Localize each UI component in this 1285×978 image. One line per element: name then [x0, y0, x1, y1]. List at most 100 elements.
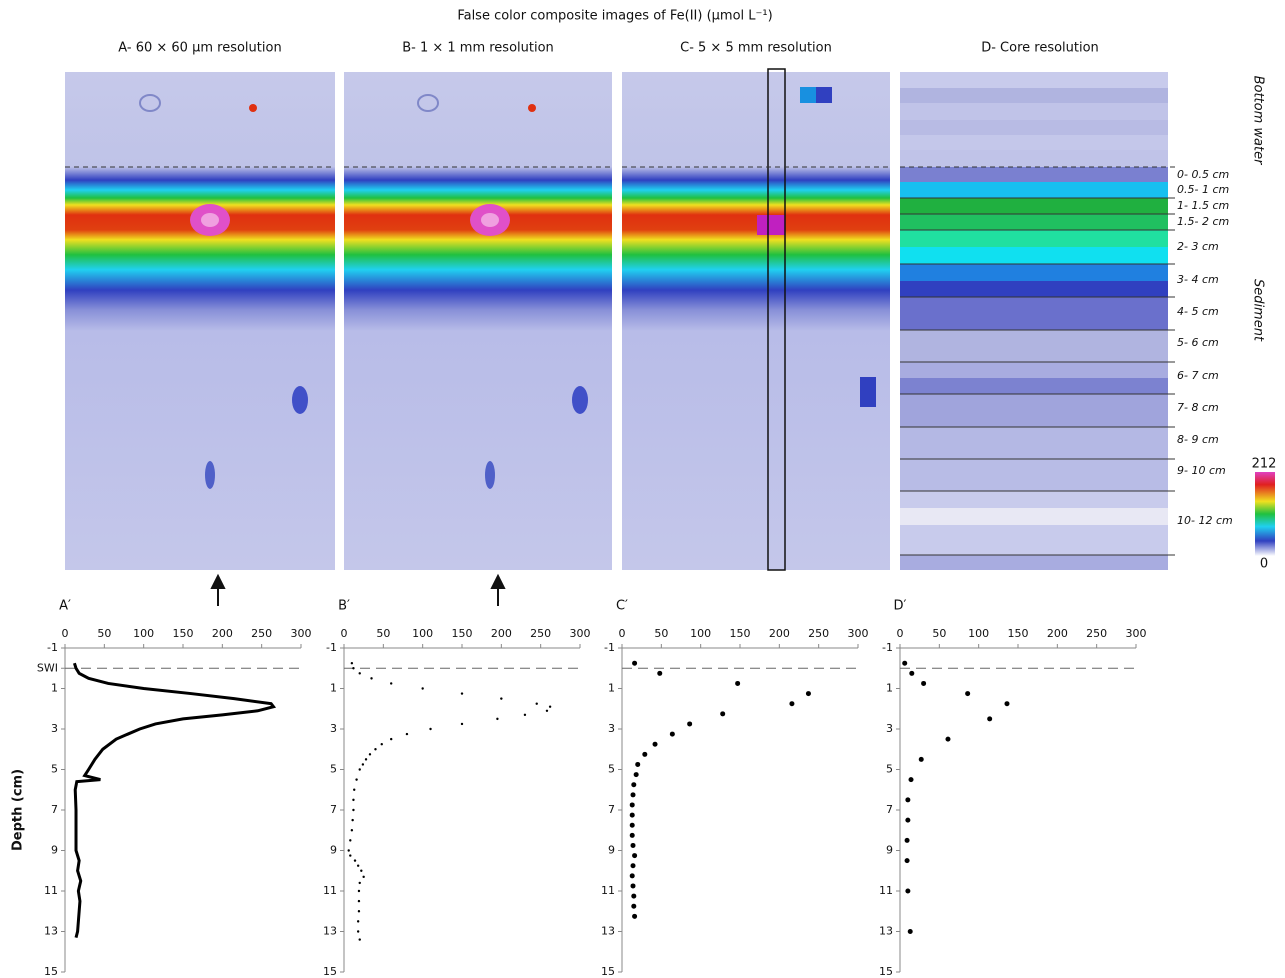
profile-point	[735, 680, 741, 686]
panel-label: A′	[59, 599, 71, 614]
profile-point	[358, 881, 361, 885]
y-tick-label: 1	[330, 682, 337, 695]
core-band	[900, 427, 1168, 459]
depth-interval: 1- 1.5 cm	[1177, 199, 1229, 212]
y-tick-label: 3	[330, 722, 337, 735]
profile-point	[350, 829, 354, 832]
depth-interval: 9- 10 cm	[1177, 464, 1226, 477]
core-band	[900, 88, 1168, 103]
core-band	[900, 198, 1168, 214]
x-tick-label: 100	[412, 627, 433, 640]
profile-point	[805, 691, 811, 697]
x-tick-label: 50	[97, 627, 111, 640]
x-tick-label: 150	[173, 627, 194, 640]
x-tick-label: 50	[654, 627, 668, 640]
y-tick-label: 5	[608, 763, 615, 776]
profile-point	[352, 667, 355, 670]
core-band	[900, 362, 1168, 378]
profile-point	[902, 660, 908, 666]
x-tick-label: 300	[848, 627, 869, 640]
y-tick-label: 11	[44, 884, 58, 897]
core-band	[900, 378, 1168, 394]
profile-point	[904, 837, 910, 843]
profile-point	[353, 859, 357, 862]
profile-point	[349, 854, 352, 857]
y-tick-label: 13	[44, 925, 58, 938]
y-tick-label: 15	[601, 965, 615, 978]
profile-point	[390, 737, 393, 741]
x-tick-label: 0	[341, 627, 348, 640]
y-tick-label: 7	[608, 803, 615, 816]
core-band	[900, 167, 1168, 182]
profile-point	[357, 899, 361, 903]
profile-point	[358, 672, 361, 675]
y-tick-label: 5	[330, 763, 337, 776]
colorbar-min: 0	[1260, 557, 1268, 572]
profile-point	[545, 709, 549, 712]
y-tick-label: 9	[51, 844, 58, 857]
y-tick-label: -1	[882, 641, 893, 654]
colorbar-max: 212	[1252, 457, 1277, 472]
panel-label: B′	[338, 599, 350, 614]
depth-interval: 3- 4 cm	[1177, 273, 1219, 286]
y-tick-label: 7	[330, 803, 337, 816]
side-label: Bottom water	[1251, 76, 1266, 167]
profile-point	[669, 731, 675, 737]
profile-point	[631, 903, 637, 909]
profile-point	[630, 863, 636, 869]
profile-point	[523, 713, 527, 717]
figure-title: False color composite images of Fe(II) (…	[457, 9, 772, 24]
image-title: B- 1 × 1 mm resolution	[402, 41, 554, 56]
x-tick-label: 250	[251, 627, 272, 640]
core-band	[900, 120, 1168, 135]
x-tick-label: 0	[897, 627, 904, 640]
profile-point	[374, 748, 377, 751]
x-tick-label: 200	[1047, 627, 1068, 640]
core-band	[900, 525, 1168, 555]
profile-point	[360, 869, 363, 872]
profile-point	[460, 692, 464, 695]
depth-interval: 0.5- 1 cm	[1177, 183, 1229, 196]
y-tick-label: 1	[886, 682, 893, 695]
profile-point	[918, 756, 924, 762]
x-tick-label: 50	[932, 627, 946, 640]
profile-point	[907, 929, 913, 934]
x-tick-label: 200	[491, 627, 512, 640]
y-tick-label: -1	[326, 641, 337, 654]
profile-point	[642, 751, 648, 757]
x-tick-label: 200	[212, 627, 233, 640]
y-tick-label: SWI	[37, 661, 58, 674]
core-band	[900, 459, 1168, 491]
core-band	[900, 508, 1168, 525]
y-tick-label: 11	[879, 884, 893, 897]
y-tick-label: 5	[51, 763, 58, 776]
profile-point	[631, 893, 637, 899]
y-tick-label: 11	[323, 884, 337, 897]
y-tick-label: 1	[51, 682, 58, 695]
image-d	[900, 72, 1175, 570]
image-title: D- Core resolution	[981, 41, 1099, 56]
side-label: Sediment	[1251, 279, 1266, 342]
core-band	[900, 247, 1168, 264]
profile-point	[633, 772, 639, 778]
depth-interval: 7- 8 cm	[1177, 401, 1219, 414]
y-tick-label: -1	[604, 641, 615, 654]
depth-interval: 10- 12 cm	[1177, 514, 1233, 527]
core-band	[900, 150, 1168, 167]
y-tick-label: 11	[601, 884, 615, 897]
y-tick-label: 5	[886, 763, 893, 776]
profile-point	[905, 888, 911, 894]
y-tick-label: 15	[879, 965, 893, 978]
profile-point	[356, 920, 360, 923]
profile-point	[629, 812, 635, 818]
y-tick-label: 3	[608, 722, 615, 735]
panel-label: D′	[894, 599, 907, 614]
profile-point	[632, 853, 638, 859]
depth-interval: 0- 0.5 cm	[1177, 168, 1229, 181]
y-tick-label: 3	[886, 722, 893, 735]
profile-point	[390, 682, 393, 685]
profile-point	[630, 883, 636, 889]
x-tick-label: 250	[808, 627, 829, 640]
x-tick-label: 200	[769, 627, 790, 640]
profile-point	[370, 677, 373, 680]
